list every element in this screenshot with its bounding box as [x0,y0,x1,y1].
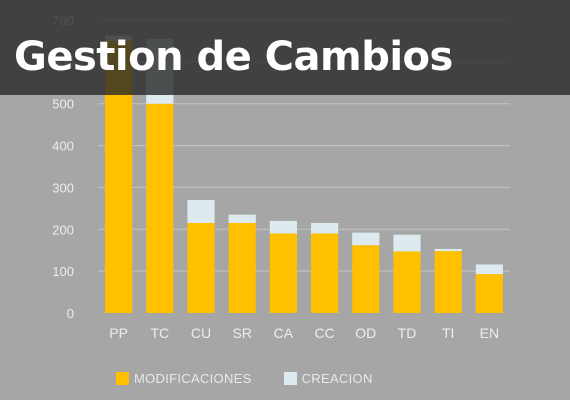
x-tick-label: TC [150,325,169,341]
bar-modificaciones-cu [187,223,214,313]
bar-creacion-cc [311,223,338,233]
bar-modificaciones-cc [311,233,338,313]
x-tick-label: CC [314,325,334,341]
bar-creacion-cu [187,200,214,223]
bar-modificaciones-sr [229,223,256,313]
y-tick-label: 400 [52,139,74,154]
page-title: Gestion de Cambios [14,34,453,80]
x-tick-label: CA [274,325,294,341]
bar-modificaciones-ti [435,251,462,313]
bar-modificaciones-ca [270,233,297,313]
legend-swatch-modificaciones [116,372,129,385]
legend-label-modificaciones: MODIFICACIONES [134,371,252,386]
legend-item-modificaciones: MODIFICACIONES [116,371,252,386]
bar-creacion-ti [435,249,462,251]
x-tick-label: SR [232,325,251,341]
legend-swatch-creacion [284,372,297,385]
bar-creacion-od [352,233,379,246]
y-tick-label: 100 [52,264,74,279]
x-tick-label: EN [480,325,499,341]
y-tick-label: 300 [52,180,74,195]
title-banner: Gestion de Cambios [0,0,570,95]
bar-modificaciones-td [393,251,420,313]
x-tick-label: TI [442,325,454,341]
y-tick-label: 500 [52,97,74,112]
legend-label-creacion: CREACION [302,371,373,386]
bar-creacion-sr [229,215,256,223]
x-tick-label: PP [109,325,128,341]
x-tick-label: TD [398,325,417,341]
chart-legend: MODIFICACIONES CREACION [116,371,405,386]
y-tick-label: 200 [52,222,74,237]
bar-creacion-en [476,264,503,274]
y-tick-label: 0 [67,306,74,321]
bar-creacion-td [393,235,420,252]
bar-modificaciones-en [476,274,503,313]
x-tick-label: OD [355,325,376,341]
bar-creacion-ca [270,221,297,234]
legend-item-creacion: CREACION [284,371,373,386]
bar-modificaciones-od [352,245,379,313]
x-tick-label: CU [191,325,211,341]
bar-modificaciones-tc [146,104,173,313]
